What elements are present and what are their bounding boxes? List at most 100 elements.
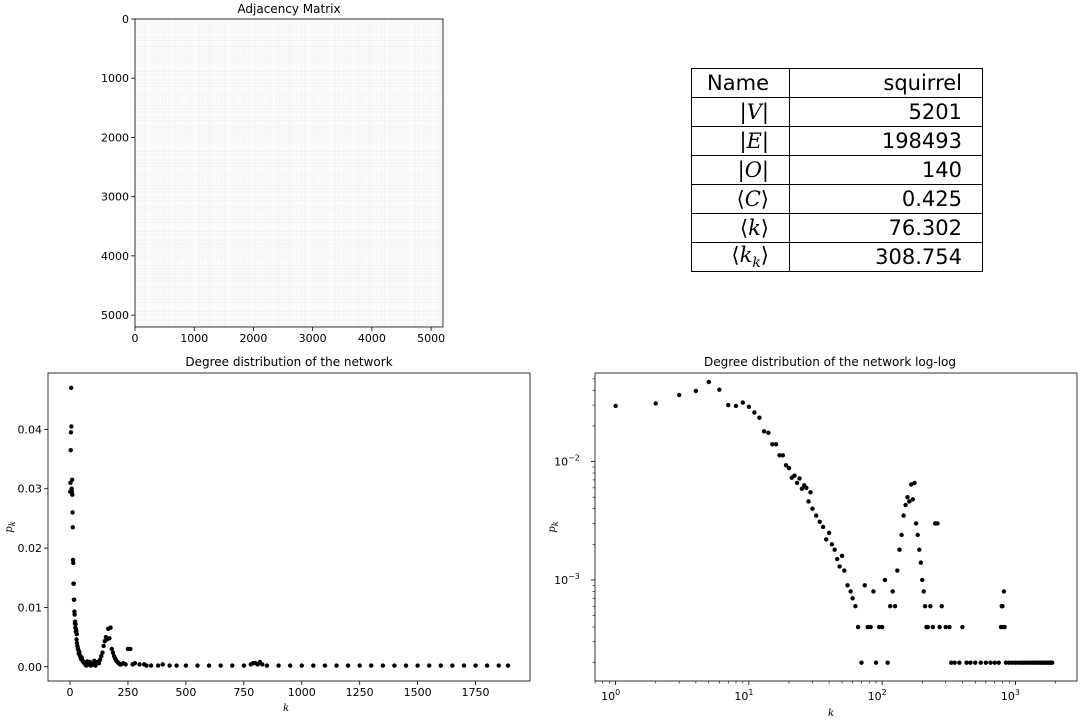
stats-value: squirrel — [789, 68, 983, 98]
data-point — [903, 502, 908, 508]
x-tick-label: 101 — [734, 688, 753, 703]
y-tick-label: 0.00 — [18, 661, 43, 674]
stats-value: 140 — [789, 155, 983, 185]
data-point — [97, 657, 103, 662]
network-stats-table: Name squirrel |V| 5201 |E| 198493 |O| 140 ⟨C⟩ 0.4… — [691, 68, 983, 273]
data-point — [845, 583, 850, 588]
data-point — [72, 612, 77, 617]
y-tick-label: 0.02 — [18, 542, 43, 555]
x-tick-label: 0 — [132, 332, 139, 345]
y-tick-label: 2000 — [101, 131, 129, 144]
data-point — [230, 663, 235, 668]
data-point — [910, 497, 916, 502]
x-tick-label: 2000 — [239, 332, 267, 345]
x-tick-label: 3000 — [299, 332, 327, 345]
data-point — [426, 663, 432, 668]
stats-key: ⟨k⟩ — [691, 213, 790, 243]
data-point — [68, 430, 74, 435]
x-tick-label: 100 — [601, 688, 620, 703]
stats-key: |V| — [691, 97, 790, 127]
data-point — [334, 663, 339, 668]
chart-title: Adjacency Matrix — [237, 2, 340, 16]
data-point — [853, 603, 858, 609]
data-point — [832, 547, 837, 552]
data-point — [299, 663, 304, 668]
data-point — [369, 663, 374, 668]
data-point — [160, 662, 165, 667]
data-point — [726, 402, 731, 408]
stats-key: |O| — [691, 155, 790, 185]
data-point — [183, 663, 189, 668]
plot-frame — [594, 372, 1078, 682]
y-tick-label: 10−3 — [554, 572, 580, 587]
data-point — [717, 387, 722, 392]
y-tick-label: 0 — [122, 13, 129, 26]
y-tick-label: 5000 — [101, 309, 129, 322]
stats-value: 0.425 — [789, 184, 983, 214]
data-point — [322, 663, 328, 668]
data-point — [855, 624, 861, 630]
data-point — [144, 663, 149, 668]
data-point — [99, 653, 104, 659]
adjacency-matrix-chart: 0 1000 2000 3000 4000 50000100020003000400050… — [101, 2, 445, 345]
stats-value: 5201 — [789, 97, 983, 127]
data-point — [930, 624, 936, 630]
data-point — [613, 403, 618, 409]
x-tick-label: 102 — [868, 688, 887, 703]
data-point — [799, 486, 805, 491]
data-point — [890, 589, 895, 594]
data-point — [148, 663, 154, 668]
data-point — [920, 577, 925, 583]
data-point — [850, 596, 855, 601]
data-point — [820, 524, 826, 530]
data-point — [813, 513, 819, 518]
data-point — [167, 663, 172, 668]
data-point — [1003, 660, 1009, 665]
data-point — [1050, 660, 1055, 665]
data-point — [137, 662, 142, 667]
data-point — [905, 494, 910, 500]
data-point — [101, 643, 106, 649]
y-tick-label: 1000 — [101, 72, 129, 85]
data-point — [921, 589, 926, 594]
data-point — [925, 624, 930, 630]
data-point — [484, 663, 490, 668]
stats-key: |E| — [691, 126, 790, 156]
data-point — [873, 660, 879, 665]
stats-row: |O| 140 — [691, 155, 983, 185]
data-point — [794, 480, 800, 486]
x-tick-label: 103 — [1001, 688, 1020, 703]
data-point — [74, 637, 79, 642]
data-point — [70, 525, 75, 530]
y-tick-label: 3000 — [101, 191, 129, 204]
data-point — [885, 660, 890, 665]
data-point — [71, 560, 76, 566]
x-tick-label: 1250 — [346, 686, 374, 699]
stats-row: Name squirrel — [691, 68, 983, 98]
data-point — [810, 506, 815, 511]
data-point — [100, 650, 105, 655]
data-point — [73, 621, 78, 627]
data-point — [968, 660, 973, 665]
data-point — [218, 663, 223, 668]
data-point — [71, 581, 76, 586]
data-point — [835, 556, 840, 562]
data-point — [70, 492, 75, 497]
data-point — [879, 624, 885, 630]
data-point — [110, 650, 116, 655]
data-point — [935, 521, 940, 526]
degree-distribution-loglog-chart: 100 101 102 103 10−3 10−2 Degree distribution … — [547, 355, 1078, 719]
data-point — [693, 388, 699, 394]
data-point — [792, 473, 797, 478]
stats-value: 198493 — [789, 126, 983, 156]
data-point — [761, 429, 767, 434]
stats-row: ⟨k⟩ 76.302 — [691, 213, 983, 243]
data-point — [68, 447, 73, 453]
x-tick-label: 250 — [117, 686, 138, 699]
data-point — [912, 480, 917, 486]
data-point — [859, 660, 864, 665]
y-tick-label: 4000 — [101, 250, 129, 263]
plot-frame — [47, 372, 531, 682]
data-point — [808, 490, 813, 495]
data-point — [174, 663, 179, 668]
